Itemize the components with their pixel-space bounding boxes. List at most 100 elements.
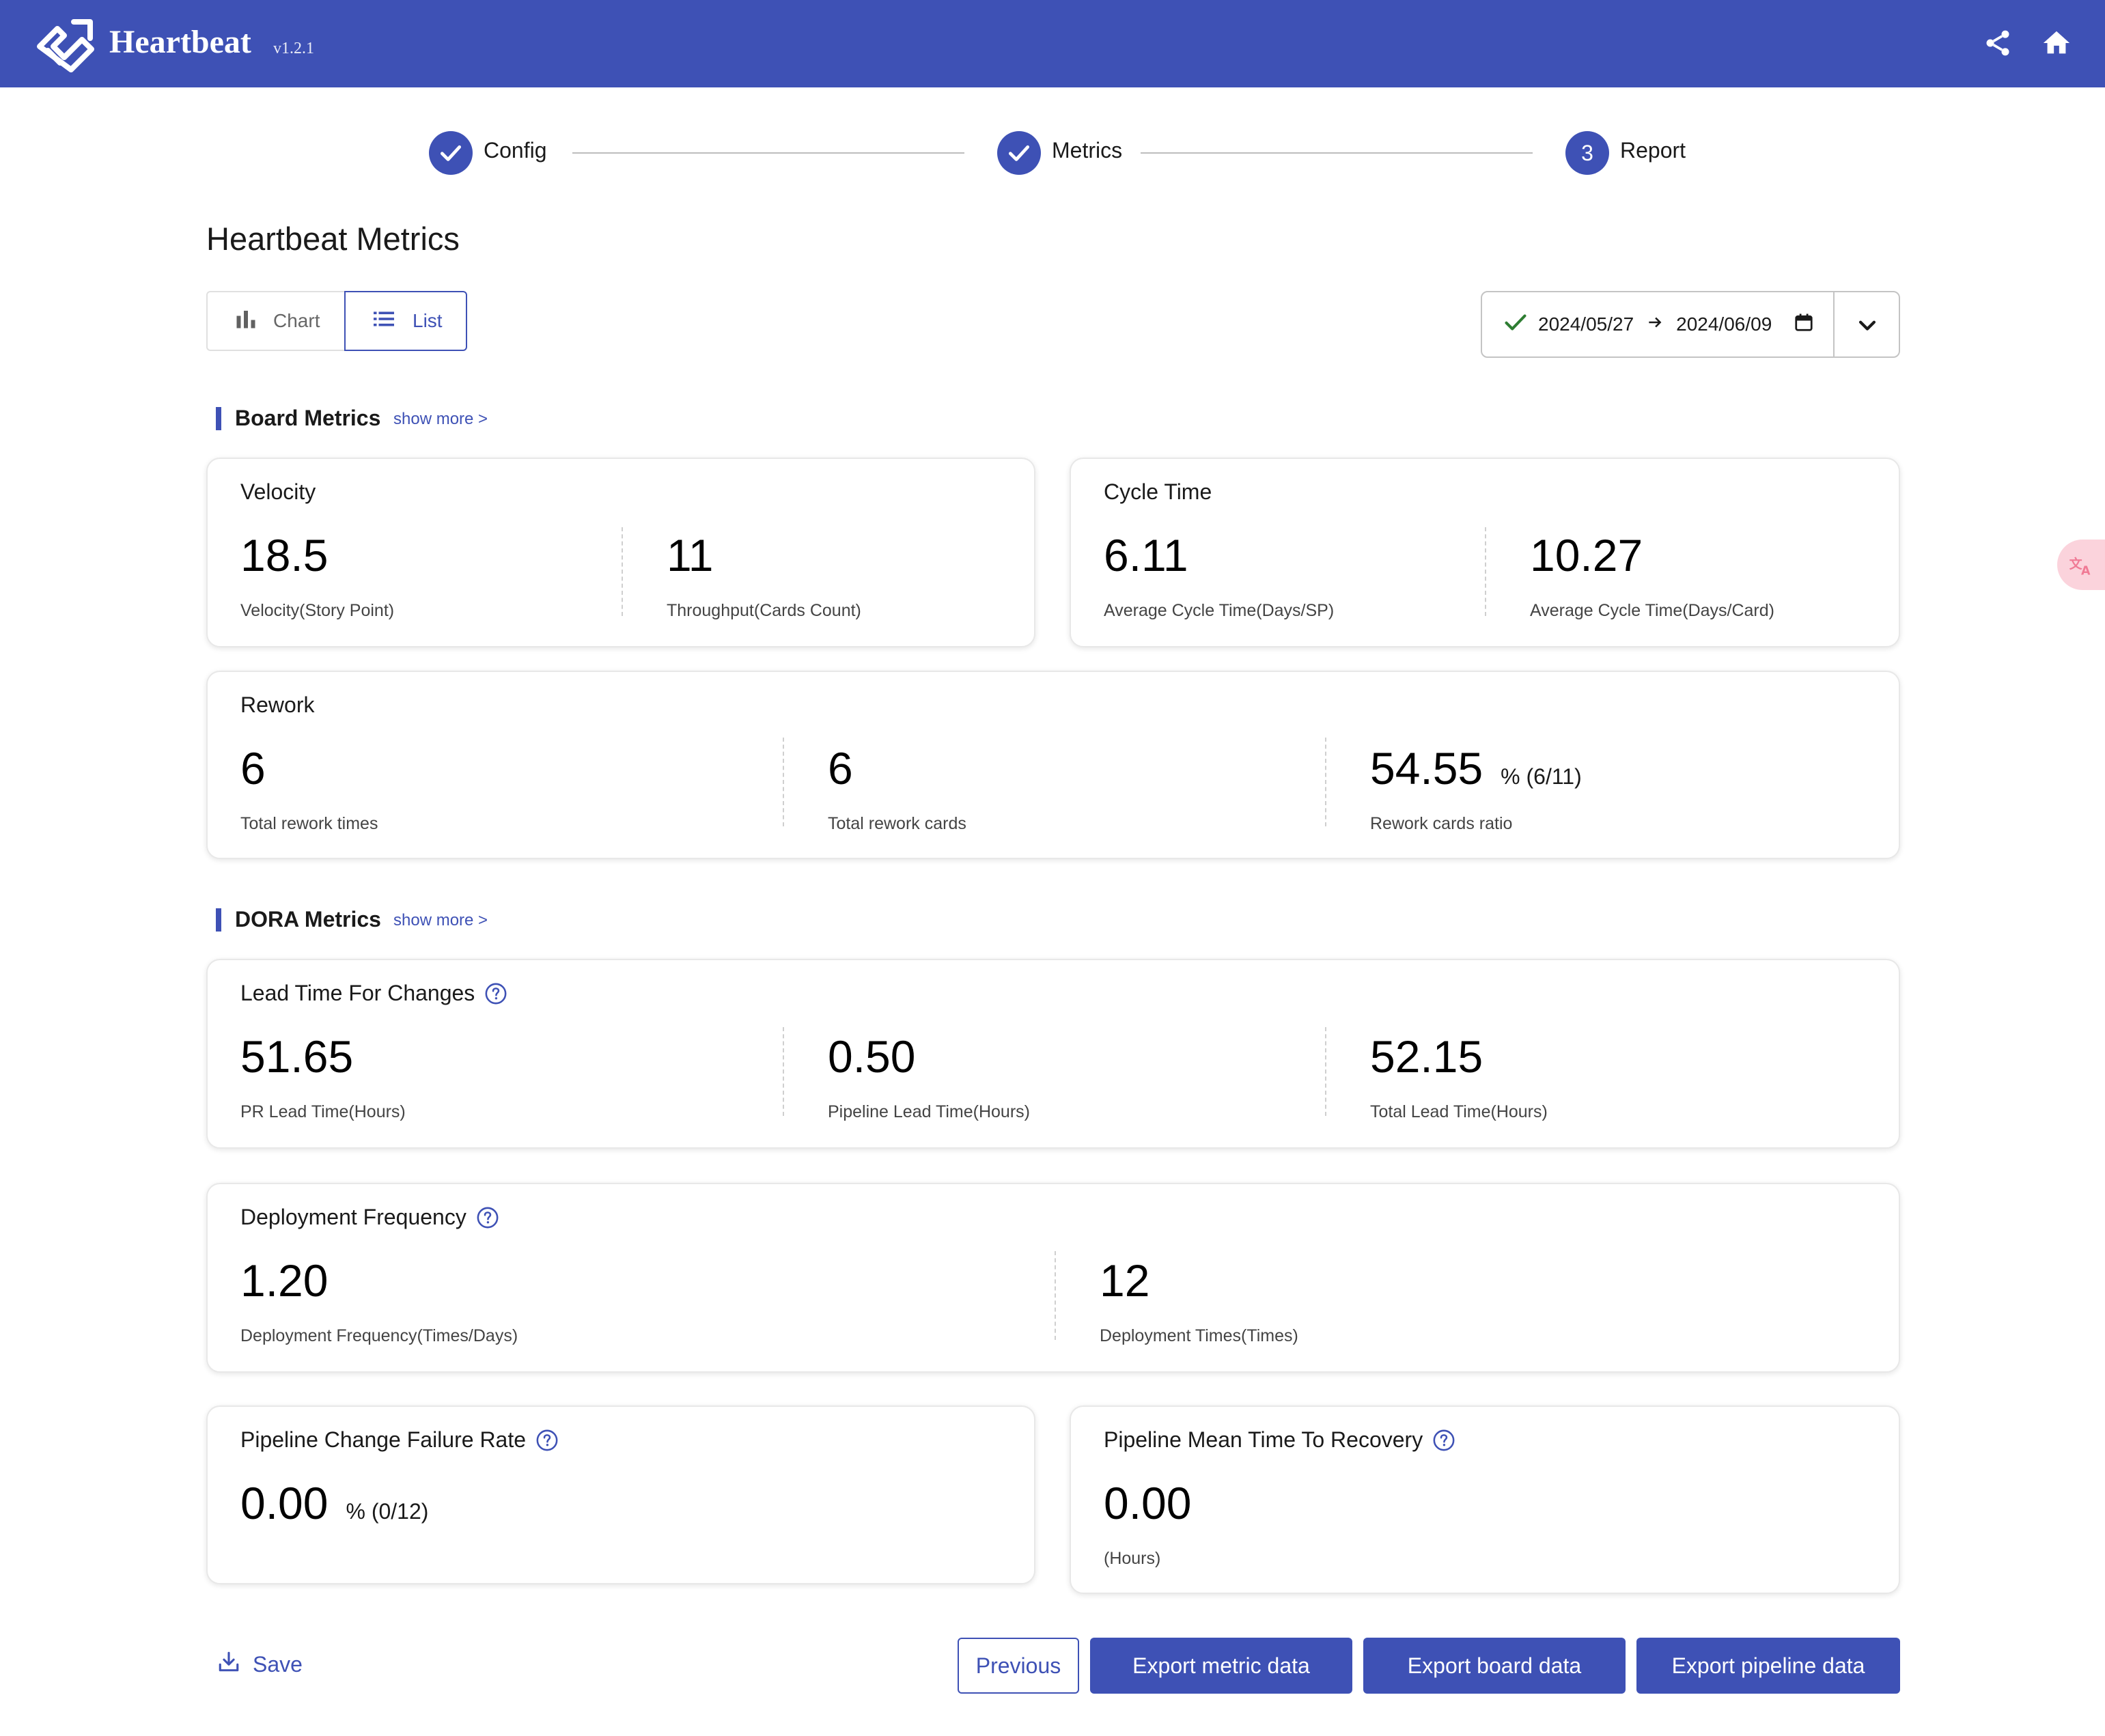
previous-button[interactable]: Previous (958, 1638, 1079, 1694)
app-brand[interactable]: Heartbeat (109, 24, 251, 60)
metric-value: 52.15 (1370, 1031, 1483, 1082)
velocity-title: Velocity (240, 479, 316, 504)
change-failure-rate-title: Pipeline Change Failure Rate (240, 1427, 527, 1452)
step-config-icon (429, 131, 473, 175)
step-report-number: 3 (1565, 131, 1609, 175)
metric-value: 0.00 (1104, 1478, 1192, 1528)
mean-time-to-recovery-title: Pipeline Mean Time To Recovery (1104, 1427, 1423, 1452)
top-app-bar: Heartbeat v1.2.1 (0, 0, 2105, 87)
metric-divider (1055, 1251, 1056, 1340)
list-view-button[interactable]: List (344, 291, 467, 351)
pipeline-lead-time: 0.50 Pipeline Lead Time(Hours) (828, 1034, 1030, 1122)
metric-divider (783, 738, 784, 826)
save-button[interactable]: Save (217, 1650, 303, 1679)
rework-title: Rework (240, 692, 315, 717)
metric-divider (1325, 1027, 1326, 1116)
help-icon[interactable] (476, 1206, 499, 1229)
lead-time-title: Lead Time For Changes (240, 981, 475, 1005)
section-accent-bar (216, 407, 221, 430)
svg-text:文: 文 (2069, 556, 2083, 572)
chart-view-button[interactable]: Chart (206, 291, 344, 351)
date-end[interactable]: 2024/06/09 (1676, 313, 1772, 335)
step-connector (1141, 152, 1533, 154)
deployment-frequency-card: Deployment Frequency 1.20 Deployment Fre… (206, 1183, 1900, 1373)
date-start[interactable]: 2024/05/27 (1538, 313, 1634, 335)
metric-label: Deployment Times(Times) (1100, 1326, 1298, 1345)
step-metrics-label: Metrics (1052, 138, 1123, 163)
step-report-label: Report (1620, 138, 1686, 163)
metric-value: 18.5 (240, 530, 329, 580)
metric-value: 12 (1100, 1255, 1150, 1306)
total-rework-times: 6 Total rework times (240, 746, 378, 834)
export-pipeline-data-button[interactable]: Export pipeline data (1636, 1638, 1900, 1694)
metric-divider (622, 527, 623, 616)
metric-label: Deployment Frequency(Times/Days) (240, 1326, 518, 1345)
help-icon[interactable] (1432, 1429, 1455, 1452)
velocity-story-point: 18.5 Velocity(Story Point) (240, 533, 394, 621)
deployment-frequency-value: 1.20 Deployment Frequency(Times/Days) (240, 1258, 518, 1346)
calendar-icon[interactable] (1794, 312, 1814, 337)
metric-value: 51.65 (240, 1031, 354, 1082)
svg-text:A: A (2081, 564, 2091, 578)
date-range-picker[interactable]: 2024/05/27 2024/06/09 (1481, 291, 1900, 358)
rework-card: Rework 6 Total rework times 6 Total rewo… (206, 671, 1900, 859)
pr-lead-time: 51.65 PR Lead Time(Hours) (240, 1034, 406, 1122)
mean-time-to-recovery-card: Pipeline Mean Time To Recovery 0.00 (Hou… (1070, 1405, 1900, 1594)
throughput: 11 Throughput(Cards Count) (667, 533, 861, 621)
metric-value: 1.20 (240, 1255, 329, 1306)
app-version: v1.2.1 (273, 40, 314, 57)
metric-label: Pipeline Lead Time(Hours) (828, 1102, 1030, 1121)
velocity-card: Velocity 18.5 Velocity(Story Point) 11 T… (206, 458, 1035, 647)
home-icon[interactable] (2038, 25, 2075, 61)
page-title: Heartbeat Metrics (206, 221, 460, 257)
metric-label: PR Lead Time(Hours) (240, 1102, 406, 1121)
metric-extra: % (6/11) (1501, 764, 1582, 789)
dora-metrics-title: DORA Metrics (235, 907, 381, 932)
cycle-time-per-card: 10.27 Average Cycle Time(Days/Card) (1530, 533, 1774, 621)
list-view-label: List (413, 310, 443, 331)
metric-value: 0.50 (828, 1031, 916, 1082)
board-show-more-link[interactable]: show more > (393, 410, 488, 428)
dora-show-more-link[interactable]: show more > (393, 911, 488, 929)
arrow-right-icon (1646, 313, 1664, 336)
help-icon[interactable] (484, 982, 507, 1005)
metric-label: Average Cycle Time(Days/Card) (1530, 601, 1774, 620)
share-icon[interactable] (1979, 25, 2016, 61)
metric-label: Velocity(Story Point) (240, 601, 395, 620)
save-label: Save (253, 1651, 303, 1677)
download-icon (217, 1650, 240, 1679)
cycle-time-card: Cycle Time 6.11 Average Cycle Time(Days/… (1070, 458, 1900, 647)
metric-label: (Hours) (1104, 1549, 1161, 1568)
metric-extra: % (0/12) (346, 1499, 429, 1524)
metric-divider (1485, 527, 1486, 616)
metric-divider (1325, 738, 1326, 826)
step-metrics-icon (997, 131, 1041, 175)
bar-chart-icon (234, 307, 258, 336)
metric-label: Total rework times (240, 814, 378, 833)
cycle-time-title: Cycle Time (1104, 479, 1212, 504)
export-metric-data-button[interactable]: Export metric data (1090, 1638, 1352, 1694)
rework-cards-ratio: 54.55 % (6/11) Rework cards ratio (1370, 746, 1582, 834)
cycle-time-per-sp: 6.11 Average Cycle Time(Days/SP) (1104, 533, 1334, 621)
metric-label: Total rework cards (828, 814, 966, 833)
metric-value: 10.27 (1530, 530, 1643, 580)
section-accent-bar (216, 908, 221, 932)
total-rework-cards: 6 Total rework cards (828, 746, 966, 834)
metric-value: 6 (828, 743, 853, 794)
chevron-down-icon[interactable] (1851, 309, 1884, 341)
board-metrics-title: Board Metrics (235, 406, 381, 430)
heartbeat-logo-icon[interactable] (33, 15, 98, 76)
check-icon (1503, 309, 1529, 340)
help-icon[interactable] (535, 1429, 559, 1452)
metric-value: 6.11 (1104, 530, 1188, 580)
list-icon (370, 307, 398, 336)
mean-time-to-recovery-value: 0.00 (Hours) (1104, 1481, 1191, 1569)
metric-divider (783, 1027, 784, 1116)
step-config-label: Config (484, 138, 547, 163)
export-board-data-button[interactable]: Export board data (1363, 1638, 1626, 1694)
metric-label: Total Lead Time(Hours) (1370, 1102, 1548, 1121)
lead-time-card: Lead Time For Changes 51.65 PR Lead Time… (206, 959, 1900, 1149)
date-picker-divider (1833, 292, 1835, 356)
chart-view-label: Chart (273, 310, 320, 331)
